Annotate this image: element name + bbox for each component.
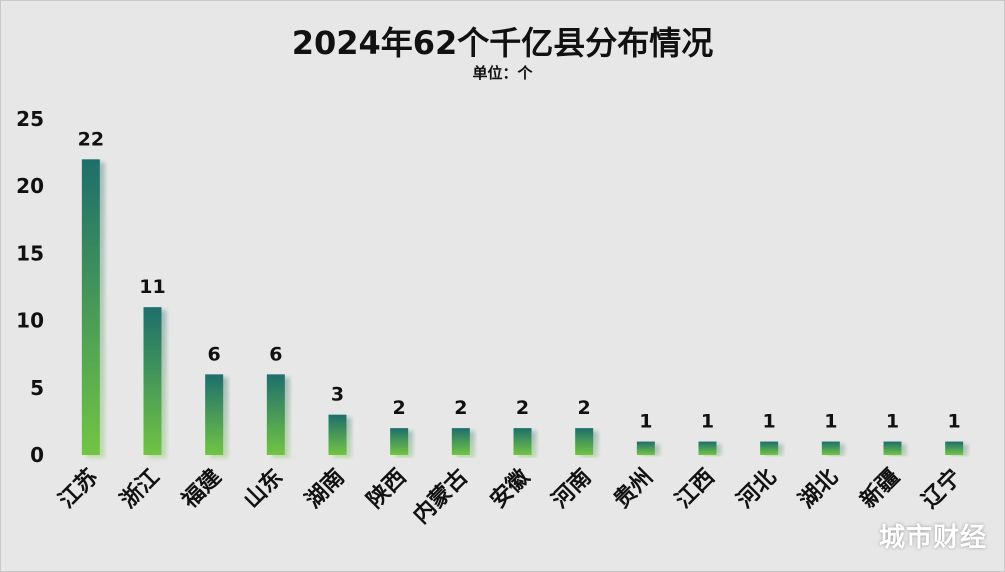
bar bbox=[266, 374, 285, 455]
x-tick-label: 江苏 bbox=[54, 464, 104, 514]
data-label: 6 bbox=[269, 343, 282, 365]
data-label: 1 bbox=[886, 411, 899, 433]
data-label: 1 bbox=[639, 411, 652, 433]
data-label: 2 bbox=[578, 397, 591, 419]
y-tick-label: 10 bbox=[16, 309, 44, 333]
data-label: 6 bbox=[208, 343, 221, 365]
x-tick-label: 山东 bbox=[239, 464, 289, 514]
chart-subtitle: 单位：个 bbox=[472, 64, 533, 82]
y-tick-label: 5 bbox=[30, 376, 44, 400]
bar bbox=[636, 441, 655, 455]
data-label: 22 bbox=[78, 128, 104, 150]
y-tick-label: 15 bbox=[16, 241, 44, 265]
watermark: 城市财经 bbox=[878, 523, 987, 553]
y-axis: 0 5 10 15 20 25 bbox=[16, 107, 44, 467]
data-label: 1 bbox=[948, 411, 961, 433]
x-tick-label: 湖北 bbox=[794, 465, 843, 514]
x-tick-label: 河北 bbox=[733, 465, 782, 514]
data-label: 1 bbox=[701, 411, 714, 433]
bar bbox=[575, 428, 594, 455]
data-label: 11 bbox=[139, 276, 165, 298]
y-tick-label: 0 bbox=[30, 443, 44, 467]
y-tick-label: 20 bbox=[16, 174, 44, 198]
data-label: 2 bbox=[454, 397, 467, 419]
bar bbox=[143, 307, 162, 455]
bar bbox=[698, 441, 717, 455]
bar bbox=[205, 374, 224, 455]
bar bbox=[883, 441, 902, 455]
bar bbox=[821, 441, 840, 455]
x-tick-label: 浙江 bbox=[116, 465, 165, 514]
bar bbox=[451, 428, 470, 455]
bar bbox=[328, 414, 347, 455]
x-tick-label: 辽宁 bbox=[917, 464, 967, 514]
x-tick-label: 内蒙古 bbox=[408, 464, 473, 529]
bar bbox=[81, 159, 100, 455]
y-tick-label: 25 bbox=[16, 107, 44, 131]
data-label: 3 bbox=[331, 384, 344, 406]
data-label: 1 bbox=[763, 411, 776, 433]
x-tick-label: 江西 bbox=[671, 465, 720, 514]
bars bbox=[81, 159, 964, 455]
x-tick-label: 安徽 bbox=[485, 463, 535, 513]
chart-title: 2024年62个千亿县分布情况 bbox=[291, 24, 714, 62]
bar bbox=[390, 428, 409, 455]
bar bbox=[513, 428, 532, 455]
bar bbox=[760, 441, 779, 455]
data-label: 1 bbox=[824, 411, 837, 433]
x-tick-label: 贵州 bbox=[609, 465, 658, 514]
x-tick-label: 陕西 bbox=[363, 465, 412, 514]
x-tick-label: 福建 bbox=[177, 465, 227, 515]
data-label: 2 bbox=[393, 397, 406, 419]
data-label: 2 bbox=[516, 397, 529, 419]
x-tick-label: 湖南 bbox=[301, 465, 350, 514]
x-tick-label: 河南 bbox=[548, 465, 597, 514]
x-tick-label: 新疆 bbox=[855, 464, 905, 514]
bar bbox=[945, 441, 964, 455]
